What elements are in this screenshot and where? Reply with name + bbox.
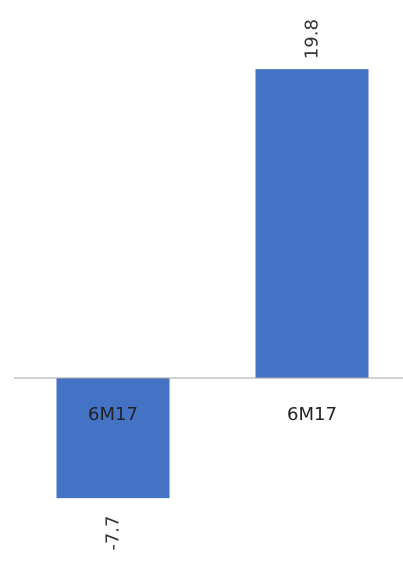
labels-layer: 6M17 6M17 -7.7 19.8: [88, 19, 337, 551]
bar-2: [255, 69, 369, 379]
bar-1: [56, 378, 170, 499]
data-label-2: 19.8: [302, 19, 323, 59]
bars-layer: [56, 69, 369, 499]
category-label-1: 6M17: [88, 404, 138, 425]
category-label-2: 6M17: [287, 404, 337, 425]
data-label-1: -7.7: [103, 516, 124, 551]
